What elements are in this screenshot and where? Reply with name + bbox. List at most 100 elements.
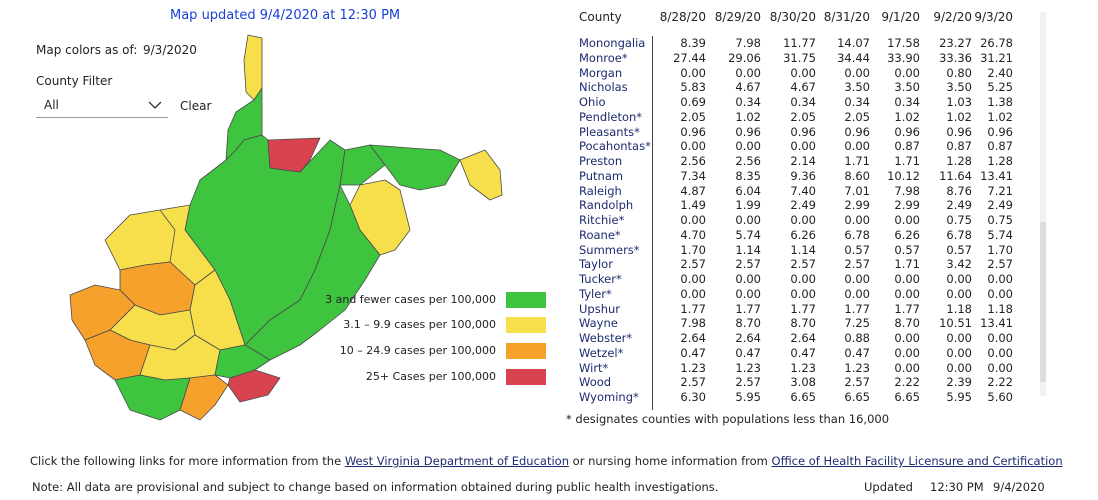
county-name: Raleigh [579,183,622,198]
rate-cell: 0.00 [894,65,920,80]
rate-cell: 1.18 [987,301,1013,316]
rate-cell: 5.83 [680,80,706,95]
county-dropdown[interactable]: All [36,95,168,118]
rate-cell: 0.00 [735,65,761,80]
rate-cell: 1.23 [680,360,706,375]
county-name: Tyler* [579,286,612,301]
rate-cell: 31.21 [980,50,1013,65]
dropdown-value: All [44,98,59,112]
rate-cell: 4.67 [790,80,816,95]
rate-cell: 5.95 [735,390,761,404]
rate-cell: 34.44 [837,50,870,65]
rate-cell: 0.00 [790,213,816,227]
rate-cell: 7.40 [790,183,816,198]
rate-cell: 6.78 [946,227,972,242]
county [114,374,191,421]
county [243,34,263,101]
rate-cell: 2.57 [790,257,816,272]
filter-label: County Filter [36,74,113,88]
rate-cell: 13.41 [980,316,1013,331]
county-name: Pendleton* [579,109,643,124]
rate-cell: 0.96 [680,124,706,139]
rate-cell: 8.60 [844,168,870,183]
rate-cell: 3.50 [946,80,972,95]
county-name: Tucker* [579,272,622,286]
legend-swatch [506,292,546,308]
rate-cell: 9.36 [790,168,816,183]
rate-cell: 0.57 [946,242,972,257]
rate-cell: 0.96 [987,124,1013,139]
rate-cell: 0.00 [735,213,761,227]
county-name: Ritchie* [579,213,625,227]
rate-cell: 0.00 [735,139,761,154]
rate-cell: 2.49 [790,198,816,213]
rate-cell: 8.70 [894,316,920,331]
rate-cell: 6.65 [790,390,816,404]
rate-cell: 0.00 [894,331,920,345]
rate-cell: 2.05 [790,109,816,124]
rate-cell: 0.00 [987,272,1013,286]
rate-cell: 1.71 [844,154,870,168]
rate-cell: 2.49 [946,198,972,213]
footnote: * designates counties with populations l… [566,412,890,426]
text: or nursing home information from [569,454,772,468]
link[interactable]: Office of Health Facility Licensure and … [771,454,1063,468]
rate-cell: 0.00 [946,272,972,286]
legend-label: 3.1 – 9.9 cases per 100,000 [343,318,496,331]
rate-cell: 2.22 [894,375,920,390]
scrollbar[interactable] [1040,12,1046,396]
rate-cell: 8.76 [946,183,972,198]
rate-cell: 2.57 [844,257,870,272]
rate-cell: 2.99 [894,198,920,213]
county [244,184,381,361]
rate-cell: 1.28 [987,154,1013,168]
rate-cell: 0.34 [894,95,920,109]
column-header: 8/28/20 [659,10,706,24]
county-name: Roane* [579,227,621,242]
rate-cell: 7.34 [680,168,706,183]
county-name: Nicholas [579,80,628,95]
rate-cell: 23.27 [939,36,972,50]
rate-cell: 0.47 [680,345,706,360]
rate-cell: 0.96 [894,124,920,139]
rate-cell: 0.00 [790,272,816,286]
county-name: Summers* [579,242,640,257]
rate-cell: 1.02 [987,109,1013,124]
rate-cell: 0.00 [894,272,920,286]
colors-label: Map colors as of: [36,43,138,57]
rate-cell: 7.21 [987,183,1013,198]
legend-label: 10 – 24.9 cases per 100,000 [339,344,496,357]
rate-cell: 0.87 [987,139,1013,154]
rate-cell: 0.00 [680,213,706,227]
rate-cell: 6.04 [735,183,761,198]
rate-cell: 8.35 [735,168,761,183]
rate-cell: 2.56 [680,154,706,168]
rate-cell: 6.78 [844,227,870,242]
legend-label: 3 and fewer cases per 100,000 [325,293,496,306]
county-name: Ohio [579,95,606,109]
county-map [69,34,503,421]
county-name: Wyoming* [579,390,639,404]
link[interactable]: West Virginia Department of Education [344,454,569,468]
text: Click the following links for more infor… [30,454,345,468]
rate-cell: 4.70 [680,227,706,242]
rate-cell: 1.03 [946,95,972,109]
rate-cell: 0.00 [790,139,816,154]
rate-cell: 10.51 [939,316,972,331]
rate-cell: 0.80 [946,65,972,80]
county-name: Putnam [579,168,624,183]
scrollbar-thumb[interactable] [1040,222,1046,382]
rate-cell: 0.34 [790,95,816,109]
county-name: Preston [579,154,623,168]
rate-cell: 0.00 [680,139,706,154]
rate-cell: 0.34 [844,95,870,109]
rate-cell: 2.99 [844,198,870,213]
county-name: Monroe* [579,50,628,65]
rate-cell: 5.74 [735,227,761,242]
clear-button[interactable]: Clear [180,99,212,113]
rate-cell: 4.87 [680,183,706,198]
rate-cell: 0.00 [844,286,870,301]
rate-cell: 8.70 [735,316,761,331]
county-name: Randolph [579,198,634,213]
rate-cell: 2.57 [680,257,706,272]
